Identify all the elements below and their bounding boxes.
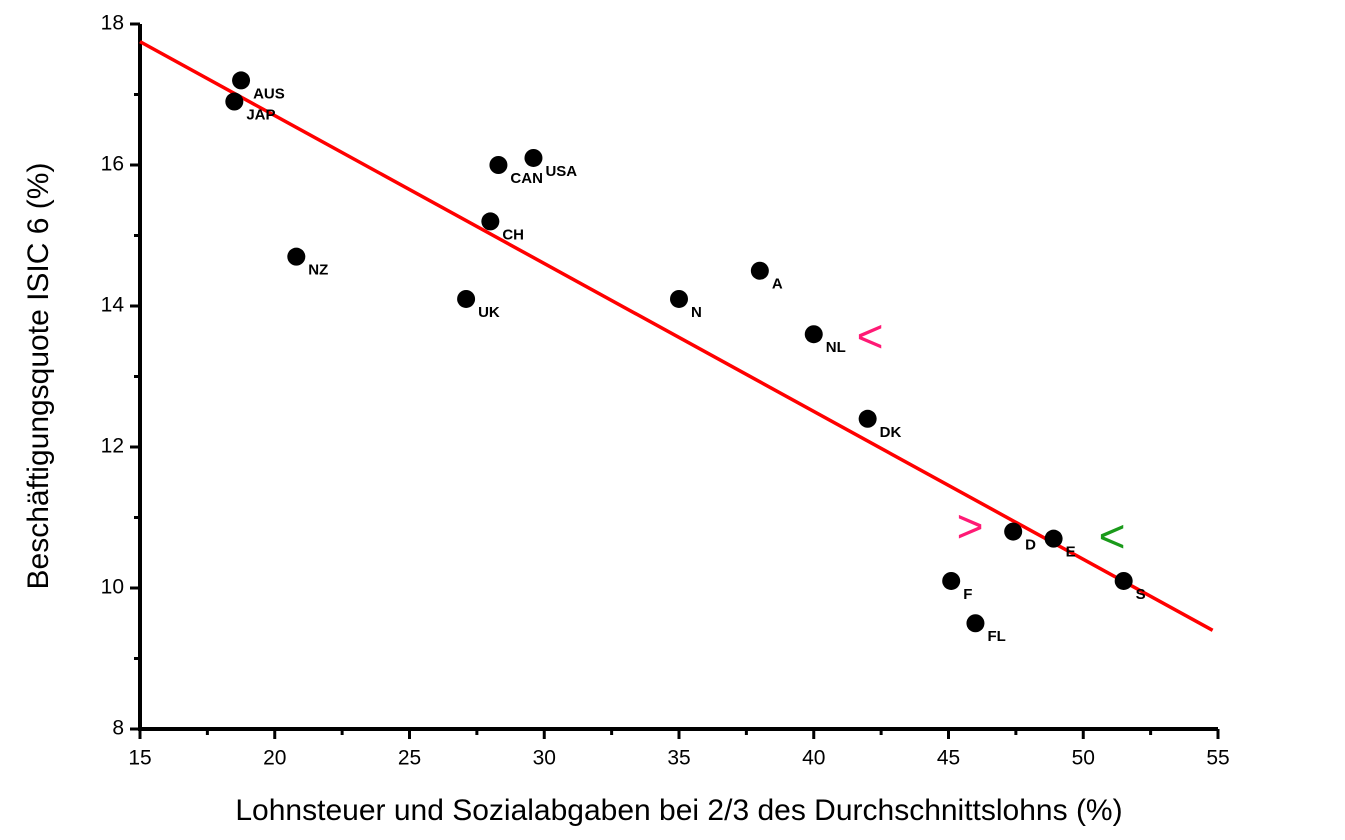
x-tick-label: 20 [263, 747, 286, 770]
point-label: N [691, 304, 702, 321]
point [524, 148, 543, 167]
y-axis-title: Beschäftigungsquote ISIC 6 (%) [22, 163, 55, 590]
point [489, 156, 508, 174]
x-tick-label: 15 [128, 747, 151, 770]
y-tick-label: 14 [101, 294, 125, 317]
point [1114, 571, 1133, 590]
y-tick-label: 16 [101, 153, 124, 176]
point-label: CH [502, 226, 524, 243]
point [942, 571, 961, 590]
x-tick-label: 25 [398, 747, 421, 770]
point-label: E [1066, 544, 1076, 561]
annotation: > [957, 500, 984, 552]
point [287, 247, 306, 266]
y-tick-label: 18 [101, 12, 124, 35]
point-label: DK [880, 424, 902, 441]
x-tick-label: 35 [667, 747, 690, 770]
annotation: < [857, 310, 884, 362]
point-label: UK [478, 304, 500, 321]
x-tick-label: 40 [802, 747, 825, 770]
point-label: NZ [308, 262, 328, 279]
point-label: USA [545, 163, 577, 180]
fit-line [139, 40, 1214, 632]
point-label: D [1025, 537, 1036, 554]
point [750, 261, 769, 280]
x-tick-label: 50 [1072, 747, 1095, 770]
point-label: JAP [246, 107, 275, 124]
point-label: FL [987, 628, 1005, 645]
y-tick-label: 12 [101, 435, 124, 458]
point-label: S [1136, 586, 1146, 603]
point [804, 325, 823, 344]
y-tick-label: 8 [112, 717, 124, 740]
point [966, 614, 985, 633]
point [225, 92, 244, 111]
point [232, 71, 251, 90]
x-axis-title: Lohnsteuer und Sozialabgaben bei 2/3 des… [235, 794, 1122, 827]
point-label: F [963, 586, 972, 603]
point [1004, 522, 1023, 541]
point-label: AUS [253, 85, 285, 102]
x-tick-label: 30 [533, 747, 556, 770]
point [457, 289, 476, 308]
point-label: CAN [510, 170, 543, 187]
annotation: < [1099, 510, 1126, 562]
y-tick-label: 10 [101, 576, 124, 599]
point [858, 409, 877, 428]
point [670, 289, 688, 308]
x-tick-label: 45 [937, 747, 960, 770]
point [1044, 529, 1063, 548]
point-label: NL [826, 339, 846, 356]
x-tick-label: 55 [1206, 747, 1229, 770]
point [481, 212, 500, 231]
point-label: A [772, 276, 783, 293]
